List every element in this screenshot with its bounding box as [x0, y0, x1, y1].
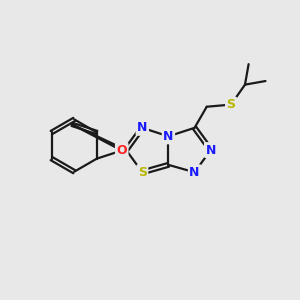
- Text: N: N: [163, 130, 174, 143]
- Text: O: O: [116, 144, 127, 157]
- Text: S: S: [138, 166, 147, 179]
- Text: N: N: [206, 144, 216, 157]
- Text: S: S: [226, 98, 236, 111]
- Text: N: N: [189, 166, 200, 179]
- Text: N: N: [137, 121, 148, 134]
